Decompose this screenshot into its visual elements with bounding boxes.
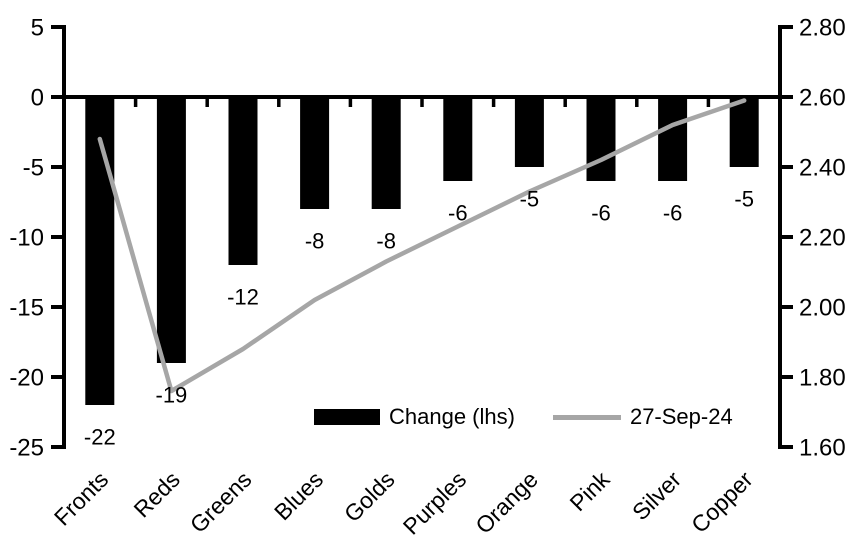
chart-legend: Change (lhs) 27-Sep-24 bbox=[314, 402, 733, 432]
category-label-golds: Golds bbox=[339, 466, 400, 527]
right-axis-tick-label: 1.60 bbox=[799, 434, 846, 461]
right-axis-tick-label: 2.20 bbox=[799, 224, 846, 251]
bar-label-blues: -8 bbox=[305, 229, 325, 254]
right-axis-tick-label: 2.40 bbox=[799, 154, 846, 181]
bar-data-labels: -22 -19 -12 -8 -8 -6 -5 -6 -6 -5 bbox=[84, 187, 754, 450]
category-label-greens: Greens bbox=[185, 466, 257, 538]
bar-orange bbox=[514, 97, 544, 167]
left-axis-tick-label: 0 bbox=[31, 84, 44, 111]
right-axis-tick-label: 2.00 bbox=[799, 294, 846, 321]
bar-reds bbox=[156, 97, 186, 363]
legend-label-date: 27-Sep-24 bbox=[629, 404, 733, 429]
bar-purples bbox=[443, 97, 473, 181]
bar-label-golds: -8 bbox=[376, 229, 396, 254]
bar-label-silver: -6 bbox=[663, 201, 683, 226]
right-axis-tick-label: 1.80 bbox=[799, 364, 846, 391]
legend-bar-swatch bbox=[314, 409, 380, 425]
category-label-reds: Reds bbox=[129, 466, 185, 522]
legend-item-date: 27-Sep-24 bbox=[552, 404, 733, 430]
left-axis-tick-label: 5 bbox=[31, 14, 44, 41]
bar-label-orange: -5 bbox=[520, 187, 540, 212]
category-label-blues: Blues bbox=[269, 466, 328, 525]
x-axis-ticks bbox=[133, 97, 711, 107]
bar-label-pink: -6 bbox=[591, 201, 611, 226]
bar-silver bbox=[658, 97, 688, 181]
right-axis-tick-label: 2.60 bbox=[799, 84, 846, 111]
bar-series bbox=[85, 97, 759, 405]
bar-blues bbox=[300, 97, 330, 209]
category-label-silver: Silver bbox=[627, 466, 686, 525]
bar-copper bbox=[729, 97, 759, 167]
category-label-orange: Orange bbox=[470, 466, 543, 539]
bar-label-purples: -6 bbox=[448, 201, 468, 226]
category-label-pink: Pink bbox=[565, 466, 615, 516]
category-label-copper: Copper bbox=[686, 466, 758, 538]
left-axis-labels: 5 0 -5 -10 -15 -20 -25 bbox=[9, 14, 44, 461]
legend-line-swatch bbox=[552, 414, 621, 420]
bar-label-greens: -12 bbox=[227, 285, 259, 310]
bar-label-reds: -19 bbox=[156, 383, 188, 408]
left-axis-tick-label: -15 bbox=[9, 294, 44, 321]
bar-pink bbox=[586, 97, 616, 181]
right-axis-tick-label: 2.80 bbox=[799, 14, 846, 41]
right-axis-labels: 2.80 2.60 2.40 2.20 2.00 1.80 1.60 bbox=[799, 14, 846, 461]
category-label-purples: Purples bbox=[398, 466, 472, 540]
category-label-fronts: Fronts bbox=[49, 466, 113, 530]
left-axis-tick-label: -10 bbox=[9, 224, 44, 251]
left-axis-tick-label: -5 bbox=[23, 154, 44, 181]
bar-label-copper: -5 bbox=[734, 187, 754, 212]
bar-fronts bbox=[85, 97, 115, 405]
left-axis-tick-label: -20 bbox=[9, 364, 44, 391]
legend-item-change: Change (lhs) bbox=[314, 404, 515, 430]
bar-golds bbox=[371, 97, 401, 209]
legend-label-change: Change (lhs) bbox=[389, 404, 515, 429]
line-series-27-sep-24 bbox=[97, 98, 747, 394]
bar-greens bbox=[228, 97, 258, 265]
bar-label-fronts: -22 bbox=[84, 425, 116, 450]
left-axis-tick-label: -25 bbox=[9, 434, 44, 461]
